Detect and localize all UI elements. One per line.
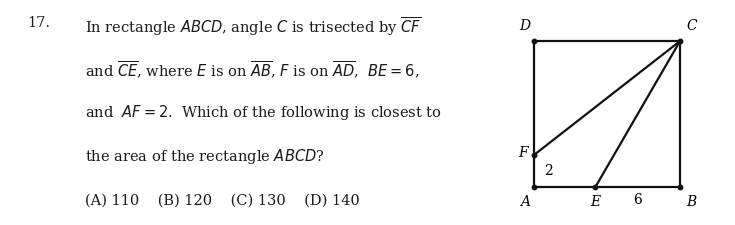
Text: C: C (686, 19, 698, 33)
Text: E: E (590, 195, 600, 209)
Text: D: D (519, 19, 531, 33)
Text: F: F (518, 146, 528, 160)
Text: the area of the rectangle $ABCD$?: the area of the rectangle $ABCD$? (85, 147, 325, 166)
Text: (A) 110    (B) 120    (C) 130    (D) 140: (A) 110 (B) 120 (C) 130 (D) 140 (85, 194, 359, 207)
Text: 17.: 17. (26, 16, 50, 30)
Text: 2: 2 (545, 164, 553, 178)
Text: 6: 6 (634, 193, 642, 207)
Text: A: A (520, 195, 531, 209)
Text: and  $AF = 2$.  Which of the following is closest to: and $AF = 2$. Which of the following is … (85, 104, 442, 122)
Text: and $\overline{CE}$, where $E$ is on $\overline{AB}$, $F$ is on $\overline{AD}$,: and $\overline{CE}$, where $E$ is on $\o… (85, 60, 420, 81)
Text: In rectangle $ABCD$, angle $C$ is trisected by $\overline{CF}$: In rectangle $ABCD$, angle $C$ is trisec… (85, 16, 421, 38)
Text: B: B (686, 195, 697, 209)
